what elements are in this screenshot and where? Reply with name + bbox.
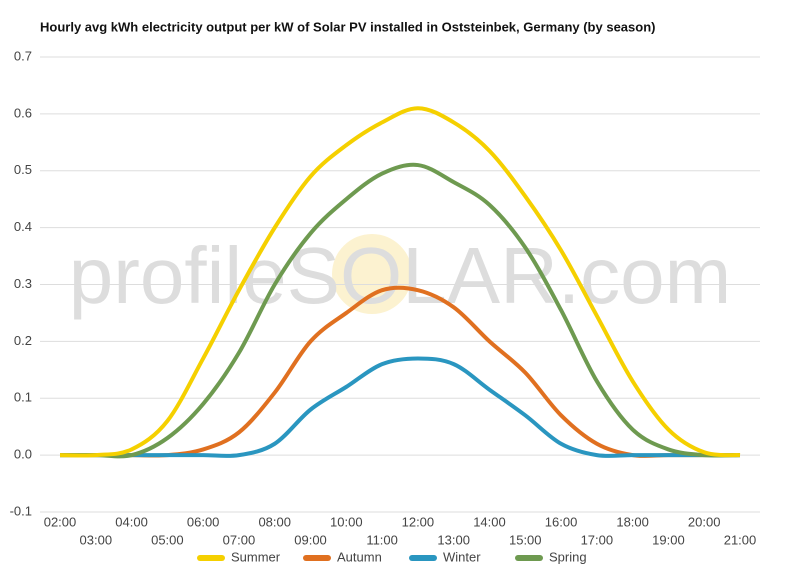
legend-label: Summer xyxy=(231,549,281,564)
legend-swatch xyxy=(303,555,331,561)
y-tick-label: 0.5 xyxy=(14,162,32,177)
legend-swatch xyxy=(515,555,543,561)
legend-label: Autumn xyxy=(337,549,382,564)
x-tick-label: 06:00 xyxy=(187,514,220,529)
x-tick-label: 11:00 xyxy=(366,532,398,547)
legend-swatch xyxy=(409,555,437,561)
x-tick-label: 19:00 xyxy=(652,532,685,547)
watermark: profileSOLAR.com xyxy=(69,231,731,320)
x-tick-label: 05:00 xyxy=(151,532,184,547)
legend-label: Spring xyxy=(549,549,587,564)
x-tick-label: 03:00 xyxy=(80,532,113,547)
y-tick-label: -0.1 xyxy=(10,503,32,518)
legend-swatch xyxy=(197,555,225,561)
x-tick-label: 15:00 xyxy=(509,532,542,547)
legend-label: Winter xyxy=(443,549,481,564)
x-tick-label: 16:00 xyxy=(545,514,578,529)
y-tick-label: 0.6 xyxy=(14,105,32,120)
chart-title: Hourly avg kWh electricity output per kW… xyxy=(40,19,655,34)
x-tick-label: 17:00 xyxy=(581,532,614,547)
y-tick-label: 0.3 xyxy=(14,276,32,291)
series-line xyxy=(60,356,740,458)
series-line xyxy=(60,162,741,459)
x-tick-label: 18:00 xyxy=(616,514,649,529)
watermark-sun xyxy=(332,234,412,314)
x-tick-label: 04:00 xyxy=(115,514,148,529)
x-tick-label: 20:00 xyxy=(688,514,721,529)
x-tick-label: 02:00 xyxy=(44,514,77,529)
x-tick-label: 08:00 xyxy=(258,514,291,529)
x-tick-label: 13:00 xyxy=(437,532,470,547)
x-tick-label: 07:00 xyxy=(223,532,256,547)
y-tick-label: 0.1 xyxy=(14,390,32,405)
series-line xyxy=(59,106,741,458)
x-tick-label: 14:00 xyxy=(473,514,506,529)
x-tick-label: 09:00 xyxy=(294,532,327,547)
x-tick-label: 21:00 xyxy=(724,532,757,547)
y-tick-label: 0.4 xyxy=(14,219,32,234)
x-tick-label: 12:00 xyxy=(402,514,435,529)
x-tick-label: 10:00 xyxy=(330,514,363,529)
y-tick-label: 0.0 xyxy=(14,447,32,462)
y-tick-label: 0.7 xyxy=(14,48,32,63)
y-tick-label: 0.2 xyxy=(14,333,32,348)
